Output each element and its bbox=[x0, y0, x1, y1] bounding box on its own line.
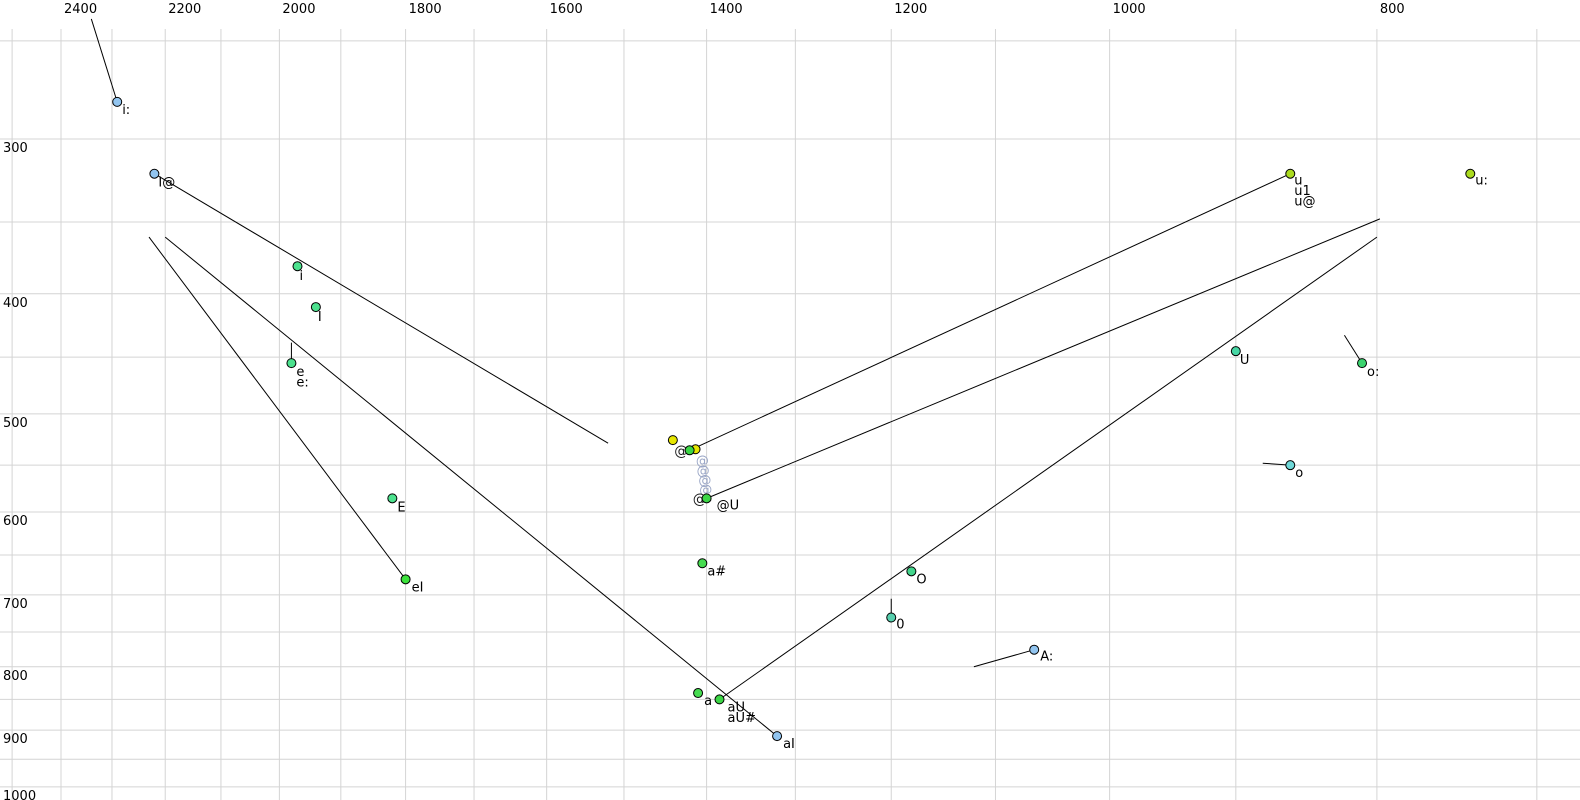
data-point-i-long bbox=[112, 96, 123, 107]
point-label-u: u bbox=[1294, 174, 1302, 189]
x-tick-label: 1400 bbox=[710, 2, 743, 17]
schwa-at-glyph-1: @ bbox=[696, 454, 709, 469]
data-point-I-schwa bbox=[149, 168, 160, 179]
data-point-aU bbox=[714, 694, 725, 705]
point-label-I: I bbox=[318, 310, 322, 325]
x-tick-label: 2400 bbox=[64, 2, 97, 17]
schwa-at-glyph-0: @ bbox=[674, 443, 688, 459]
trajectory-I-schwa-glide bbox=[154, 173, 609, 444]
data-point-layer bbox=[112, 96, 1476, 742]
point-label-a: a bbox=[704, 694, 712, 709]
y-tick-label: 900 bbox=[3, 732, 28, 747]
point-label-o-long: o: bbox=[1367, 365, 1379, 380]
point-label-i: i bbox=[299, 269, 303, 284]
point-label-u-long: u: bbox=[1475, 174, 1488, 189]
data-point-a-hash bbox=[697, 558, 708, 569]
x-tick-label: 800 bbox=[1380, 2, 1405, 17]
data-point-u-long bbox=[1465, 168, 1476, 179]
point-label-u-1: u1 bbox=[1294, 184, 1311, 199]
trajectory-o-long-tail bbox=[1343, 334, 1363, 364]
trajectory-A-long-tail bbox=[973, 649, 1035, 668]
data-point-E bbox=[387, 493, 398, 504]
y-tick-label: 600 bbox=[3, 514, 28, 529]
schwa-at-glyph-2: @ bbox=[697, 464, 710, 479]
x-tick-label: 1800 bbox=[409, 2, 442, 17]
point-label-aI: aI bbox=[783, 737, 795, 752]
point-label-a-hash: a# bbox=[707, 564, 726, 579]
x-tick-label: 2000 bbox=[282, 2, 315, 17]
data-point-e bbox=[286, 358, 297, 369]
point-label-schwa-U: @U bbox=[717, 498, 740, 513]
data-point-I bbox=[310, 302, 321, 313]
point-label-U: U bbox=[1240, 353, 1250, 368]
x-tick-label: 1000 bbox=[1113, 2, 1146, 17]
y-tick-label: 300 bbox=[3, 141, 28, 156]
data-point-u bbox=[1285, 168, 1296, 179]
data-point-A-long bbox=[1029, 644, 1040, 655]
trajectory-i-long-tail bbox=[90, 18, 118, 103]
y-tick-label: 1000 bbox=[3, 789, 36, 800]
trajectory-aI-glide bbox=[164, 236, 778, 737]
point-label-e: e bbox=[296, 365, 304, 380]
trajectory-layer bbox=[90, 18, 1381, 737]
grid-layer bbox=[0, 29, 1580, 800]
point-label-I-schwa: I@ bbox=[158, 176, 175, 191]
schwa-at-glyph-3: @ bbox=[698, 474, 711, 489]
point-label-aU-1: aU# bbox=[728, 711, 756, 726]
point-label-E: E bbox=[397, 500, 405, 515]
data-point-i bbox=[292, 261, 303, 272]
data-point-schwa-U bbox=[701, 493, 712, 504]
data-point-O bbox=[906, 566, 917, 577]
data-point-a bbox=[693, 688, 704, 699]
point-label-u-2: u@ bbox=[1294, 195, 1315, 210]
point-label-eI: eI bbox=[412, 580, 424, 595]
data-point-o-long bbox=[1357, 358, 1368, 369]
y-tick-label: 400 bbox=[3, 296, 28, 311]
trajectory-u-glide bbox=[689, 173, 1291, 451]
y-tick-label: 500 bbox=[3, 416, 28, 431]
point-label-0: 0 bbox=[896, 618, 904, 633]
x-tick-label: 1600 bbox=[550, 2, 583, 17]
point-label-A-long: A: bbox=[1040, 650, 1053, 665]
point-label-O: O bbox=[916, 572, 926, 587]
point-label-o: o bbox=[1295, 466, 1303, 481]
trajectory-eI-glide bbox=[148, 236, 406, 580]
x-tick-label: 1200 bbox=[894, 2, 927, 17]
y-tick-label: 800 bbox=[3, 669, 28, 684]
data-point-0 bbox=[886, 612, 897, 623]
trajectory-aU-glide bbox=[719, 236, 1378, 700]
data-point-U bbox=[1230, 346, 1241, 357]
data-point-schwa-onset bbox=[667, 435, 678, 446]
y-tick-label: 700 bbox=[3, 597, 28, 612]
data-point-schwa-mid-green bbox=[684, 445, 695, 456]
axis-tick-labels: 2400 2200 2000 1800 1600 1400 1200 1000 800 300 40… bbox=[3, 2, 1405, 800]
schwa-glyph-layer: @@@@@@ bbox=[674, 443, 712, 507]
x-tick-label: 2200 bbox=[168, 2, 201, 17]
point-label-aU: aU bbox=[728, 700, 745, 715]
data-point-aI bbox=[772, 731, 783, 742]
point-label-i-long: i: bbox=[122, 103, 130, 118]
data-point-o bbox=[1285, 460, 1296, 471]
point-label-e-1: e: bbox=[296, 376, 308, 391]
trajectory-schwa-U-glide bbox=[706, 218, 1381, 499]
data-point-eI bbox=[400, 574, 411, 585]
